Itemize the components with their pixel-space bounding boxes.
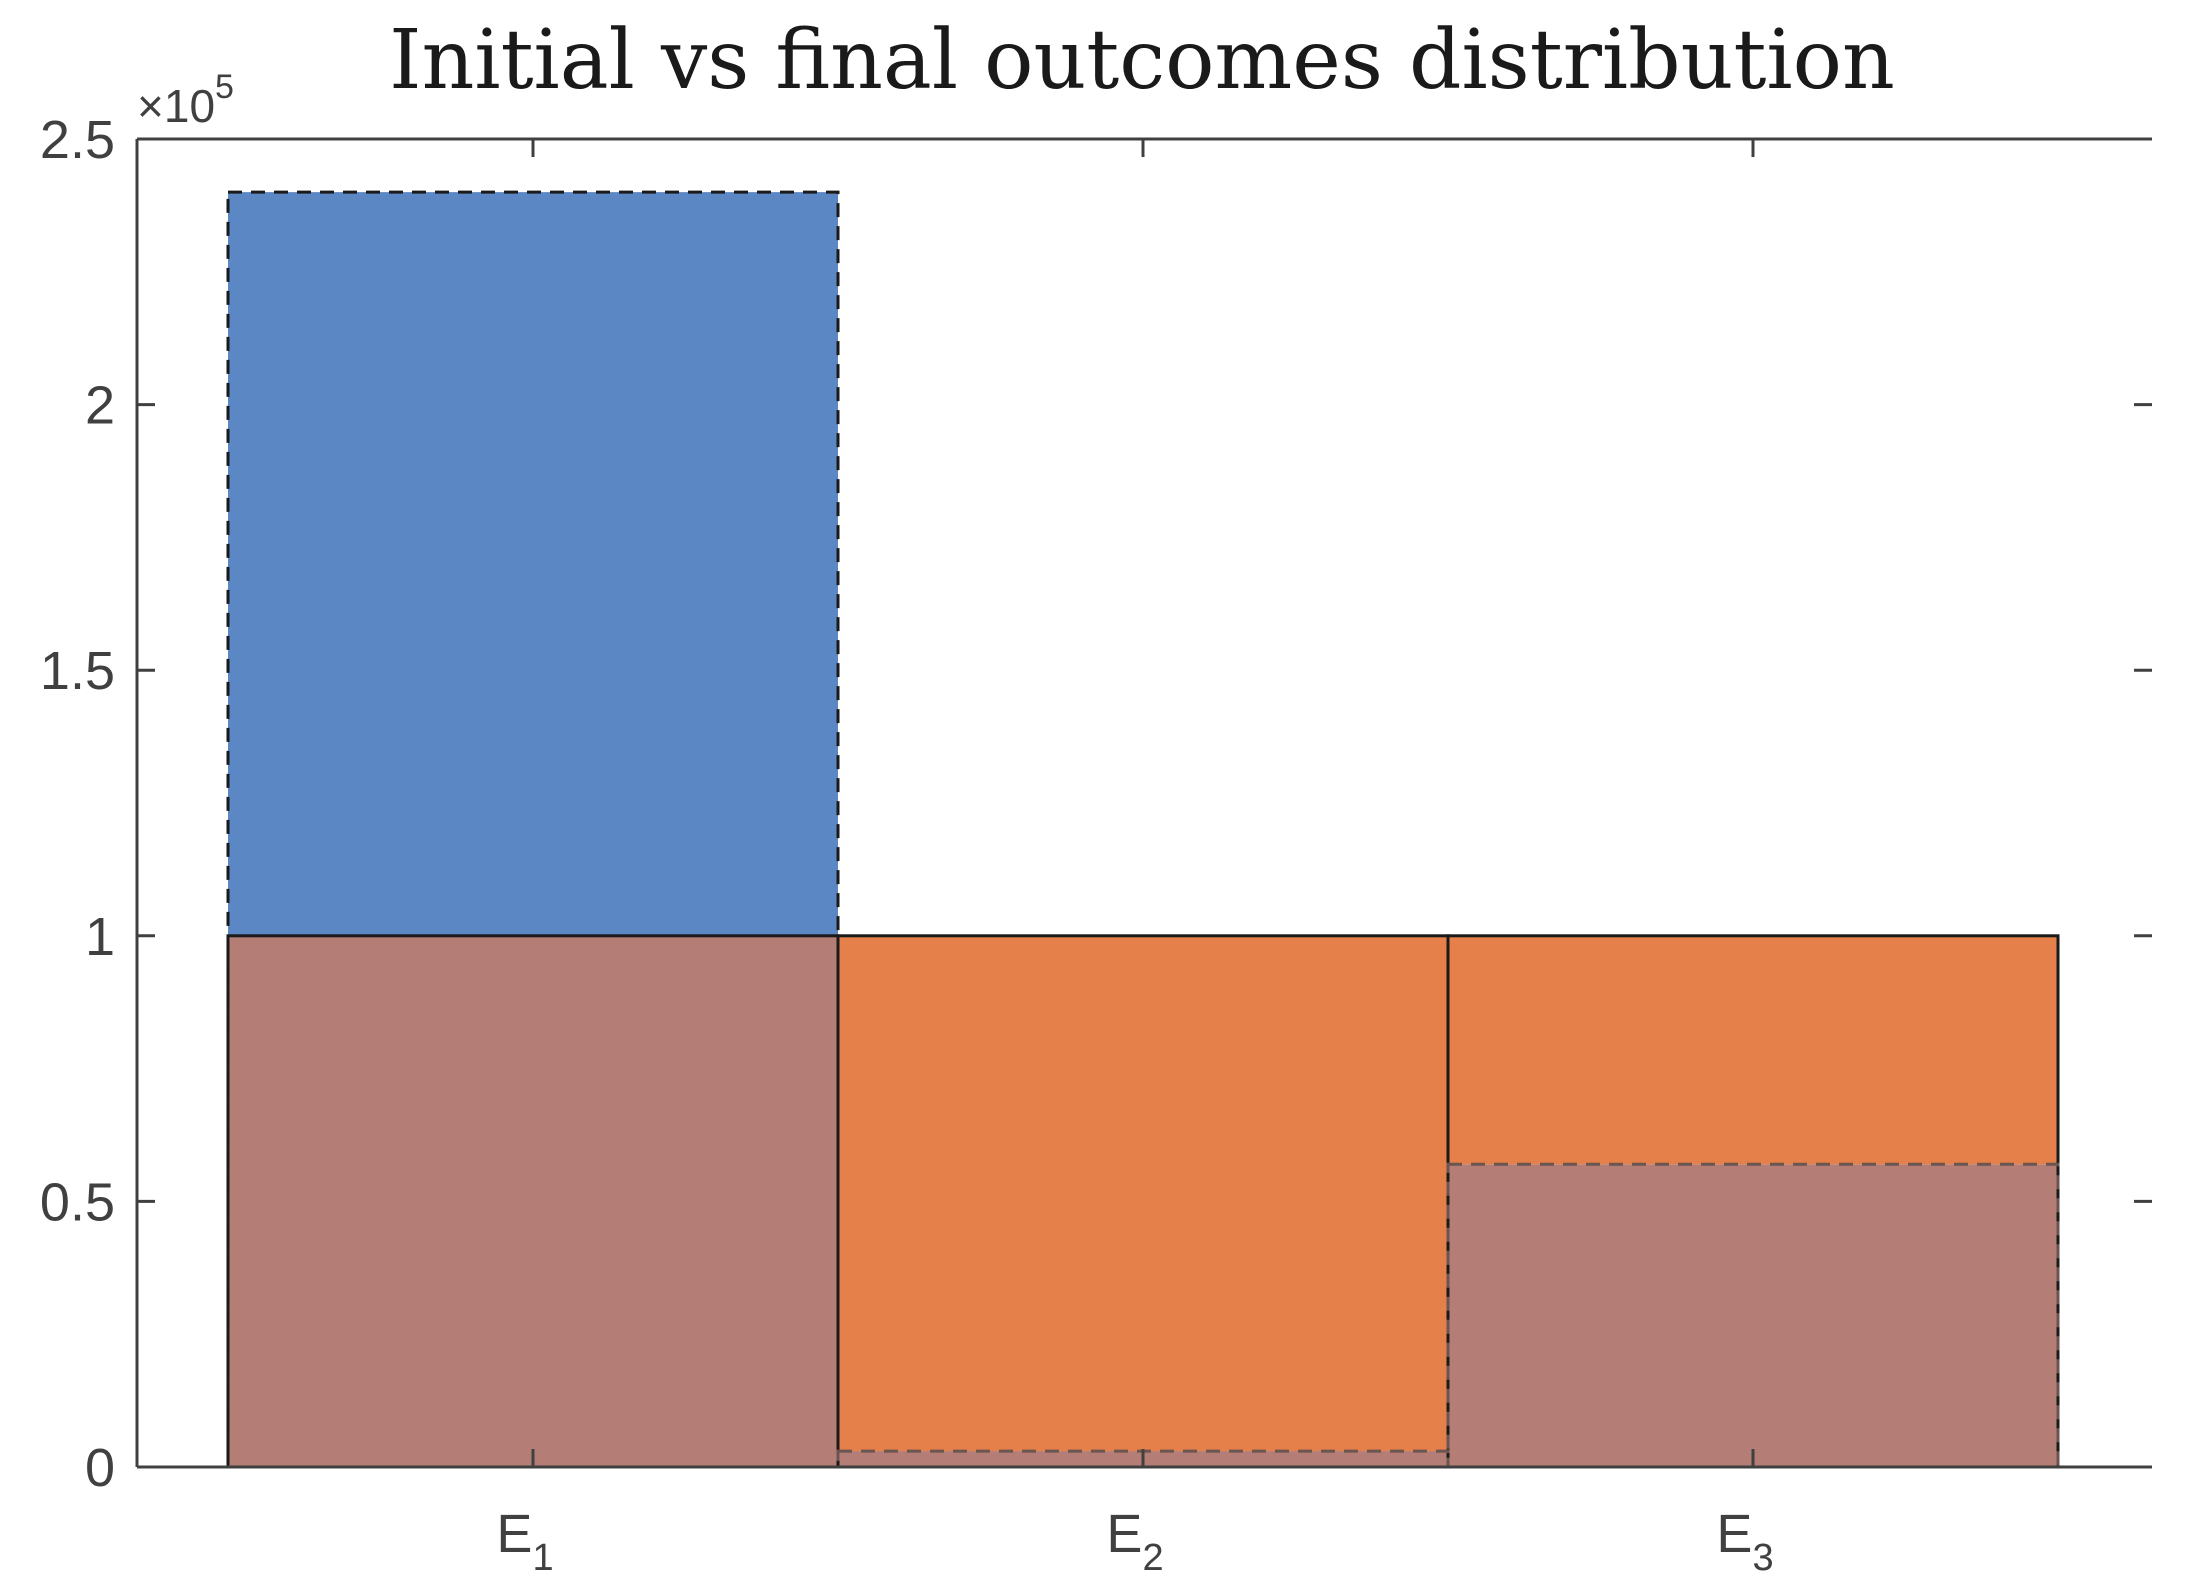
x-tick-label-base: E <box>1716 1504 1752 1564</box>
bar-excess-3 <box>1448 935 2058 1165</box>
y-exponent-base: ×10 <box>137 80 215 132</box>
x-tick-label: E3 <box>1716 1504 1773 1579</box>
y-tick-label: 2 <box>85 376 115 436</box>
x-tick-label-base: E <box>496 1504 532 1564</box>
y-exponent-text: ×105 <box>137 68 234 132</box>
chart-title: Initial vs final outcomes distribution <box>389 13 1895 108</box>
y-exponent-label: ×105 <box>137 68 234 132</box>
bar-overlap-1 <box>228 935 838 1467</box>
y-tick-label: 2.5 <box>40 110 115 170</box>
y-exponent-power: 5 <box>215 68 234 106</box>
bars-layer <box>226 190 2060 1469</box>
bar-outline-series1-3 <box>1446 1162 2060 1469</box>
y-tick-label: 1 <box>85 907 115 967</box>
x-ticks: E1 E2 E3 <box>496 139 1774 1579</box>
x-tick-label-base: E <box>1106 1504 1142 1564</box>
y-tick-label: 0 <box>85 1438 115 1498</box>
bar-excess-2 <box>838 935 1448 1452</box>
x-tick-label-sub: 1 <box>532 1537 553 1579</box>
bar-excess-1 <box>228 192 838 936</box>
x-tick-label-sub: 3 <box>1752 1537 1773 1579</box>
y-tick-label: 0.5 <box>40 1172 115 1232</box>
bar-overlap-3 <box>1448 1164 2058 1467</box>
x-tick-label-sub: 2 <box>1142 1537 1163 1579</box>
x-tick-label: E1 <box>496 1504 553 1579</box>
y-tick-label: 1.5 <box>40 641 115 701</box>
x-tick-label: E2 <box>1106 1504 1163 1579</box>
y-ticks: 0 0.5 1 1.5 2 2.5 <box>40 110 2152 1498</box>
